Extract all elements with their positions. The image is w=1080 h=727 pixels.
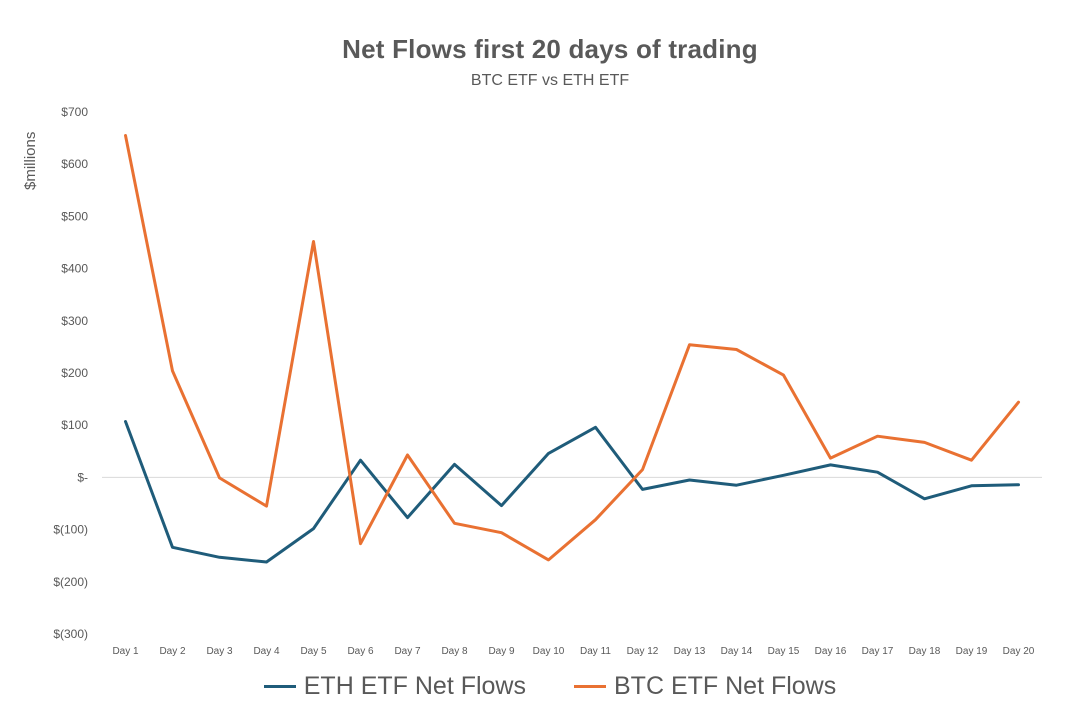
y-tick-label: $(100) [53, 523, 88, 537]
legend-swatch-eth [263, 685, 296, 688]
chart-subtitle: BTC ETF vs ETH ETF [470, 72, 630, 89]
x-tick-label: Day 2 [159, 646, 186, 657]
x-tick-label: Day 7 [394, 646, 421, 657]
x-tick-label: Day 1 [112, 646, 139, 657]
x-axis-ticks: Day 1 Day 2 Day 3 Day 4 Day 5 Day 6 Day 7 Day 8… [112, 646, 1034, 657]
x-tick-label: Day 15 [768, 646, 800, 657]
x-tick-label: Day 13 [674, 646, 706, 657]
x-tick-label: Day 12 [627, 646, 659, 657]
y-tick-label: $(300) [53, 627, 88, 641]
legend-swatch-btc [574, 685, 606, 688]
y-tick-label: $300 [61, 314, 88, 328]
x-tick-label: Day 16 [815, 646, 847, 657]
x-tick-label: Day 4 [253, 646, 280, 657]
legend-item-btc: BTC ETF Net Flows [574, 672, 836, 701]
y-axis-ticks: $700 $600 $500 $400 $300 $200 $100 $- $(100) $(20… [53, 105, 88, 641]
y-tick-label: $500 [61, 209, 88, 223]
series-lines [124, 134, 1020, 564]
legend-label-eth: ETH ETF Net Flows [303, 672, 526, 700]
y-tick-label: $200 [61, 366, 88, 380]
x-tick-label: Day 19 [956, 646, 988, 657]
y-tick-label: $100 [61, 418, 88, 432]
x-tick-label: Day 10 [533, 646, 565, 657]
x-tick-label: Day 20 [1003, 646, 1035, 657]
chart-title: Net Flows first 20 days of trading [342, 34, 758, 64]
y-tick-label: $700 [61, 105, 88, 119]
legend: ETH ETF Net Flows BTC ETF Net Flows [0, 672, 1080, 701]
eth-series-line [124, 420, 1020, 564]
legend-item-eth: ETH ETF Net Flows [263, 672, 526, 701]
x-tick-label: Day 3 [206, 646, 233, 657]
line-chart-plot: $700 $600 $500 $400 $300 $200 $100 $- $(100) $(20… [53, 105, 1042, 657]
btc-series-line [124, 134, 1020, 562]
y-tick-label: $400 [61, 262, 88, 276]
y-tick-label: $(200) [53, 575, 88, 589]
x-tick-label: Day 14 [721, 646, 753, 657]
y-tick-label: $- [77, 470, 88, 484]
x-tick-label: Day 17 [862, 646, 894, 657]
x-tick-label: Day 8 [441, 646, 468, 657]
y-tick-label: $600 [61, 157, 88, 171]
legend-label-btc: BTC ETF Net Flows [614, 672, 837, 700]
x-tick-label: Day 18 [909, 646, 941, 657]
x-tick-label: Day 5 [300, 646, 327, 657]
x-tick-label: Day 11 [580, 646, 611, 657]
x-tick-label: Day 9 [488, 646, 515, 657]
x-tick-label: Day 6 [347, 646, 374, 657]
